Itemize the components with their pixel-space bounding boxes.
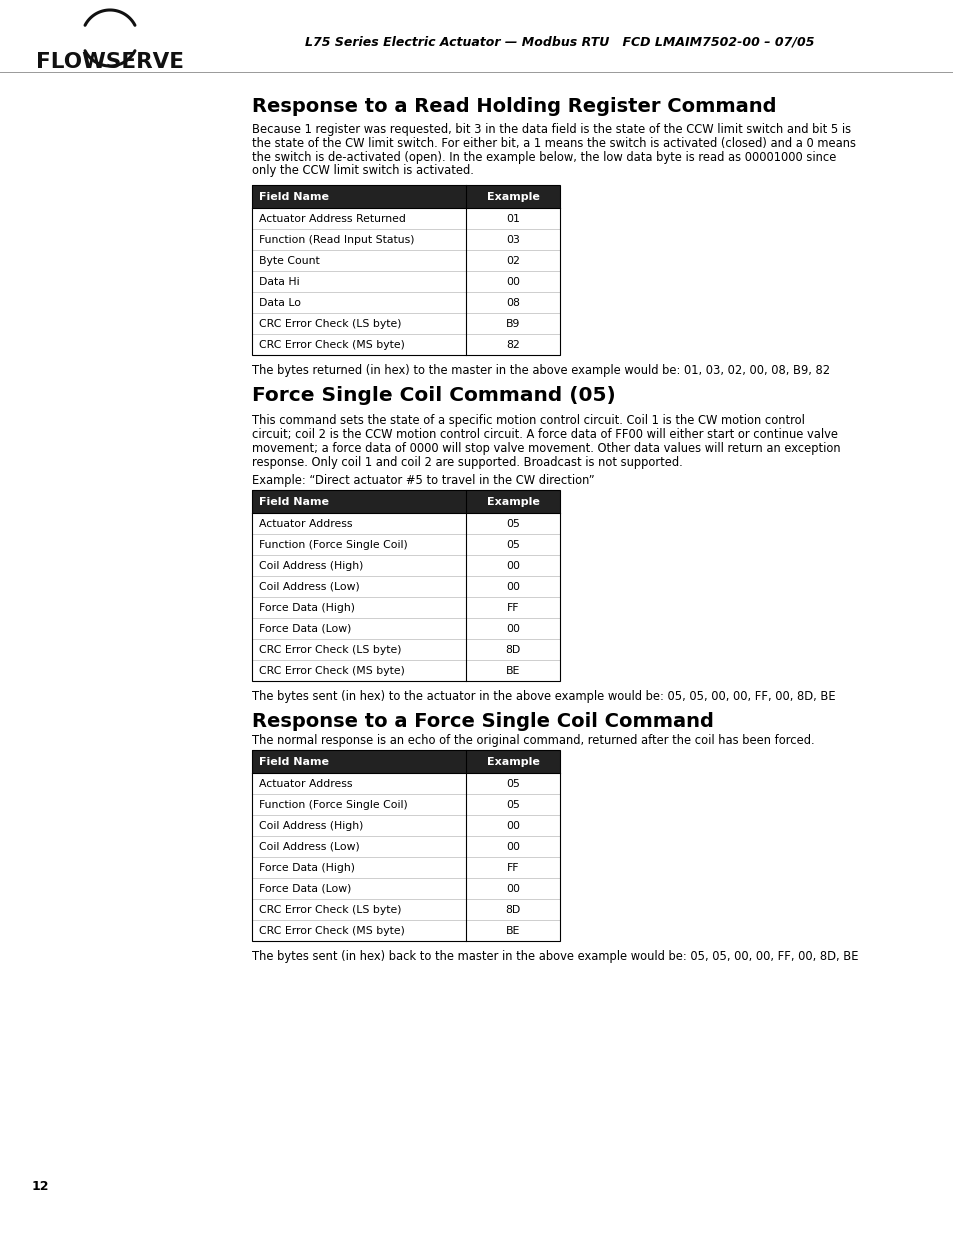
FancyBboxPatch shape	[252, 661, 559, 682]
Text: Data Lo: Data Lo	[258, 298, 301, 308]
Text: 00: 00	[505, 277, 519, 287]
Text: Field Name: Field Name	[258, 191, 329, 201]
FancyBboxPatch shape	[252, 514, 559, 535]
FancyBboxPatch shape	[252, 209, 559, 230]
FancyBboxPatch shape	[252, 535, 559, 556]
Text: FLOWSERVE: FLOWSERVE	[36, 52, 184, 72]
Text: Field Name: Field Name	[258, 757, 329, 767]
Text: Coil Address (Low): Coil Address (Low)	[258, 842, 359, 852]
FancyBboxPatch shape	[252, 773, 559, 794]
Text: Example: Example	[486, 191, 538, 201]
Text: The normal response is an echo of the original command, returned after the coil : The normal response is an echo of the or…	[252, 735, 814, 747]
Text: The bytes sent (in hex) back to the master in the above example would be: 05, 05: The bytes sent (in hex) back to the mast…	[252, 951, 858, 963]
Text: Byte Count: Byte Count	[258, 256, 319, 266]
Text: BE: BE	[505, 666, 519, 676]
Text: Response to a Force Single Coil Command: Response to a Force Single Coil Command	[252, 713, 713, 731]
Text: 00: 00	[505, 842, 519, 852]
FancyBboxPatch shape	[252, 815, 559, 836]
Text: 01: 01	[505, 214, 519, 224]
FancyBboxPatch shape	[252, 272, 559, 293]
FancyBboxPatch shape	[252, 794, 559, 815]
FancyBboxPatch shape	[252, 556, 559, 577]
Text: Function (Force Single Coil): Function (Force Single Coil)	[258, 540, 407, 550]
Text: 8D: 8D	[505, 905, 520, 915]
Text: only the CCW limit switch is activated.: only the CCW limit switch is activated.	[252, 164, 474, 178]
Text: CRC Error Check (MS byte): CRC Error Check (MS byte)	[258, 666, 404, 676]
FancyBboxPatch shape	[252, 230, 559, 251]
Text: CRC Error Check (LS byte): CRC Error Check (LS byte)	[258, 645, 401, 655]
Text: CRC Error Check (LS byte): CRC Error Check (LS byte)	[258, 905, 401, 915]
Text: Response to a Read Holding Register Command: Response to a Read Holding Register Comm…	[252, 98, 776, 116]
Text: Actuator Address Returned: Actuator Address Returned	[258, 214, 405, 224]
Text: the state of the CW limit switch. For either bit, a 1 means the switch is activa: the state of the CW limit switch. For ei…	[252, 137, 855, 149]
Text: L75 Series Electric Actuator — Modbus RTU   FCD LMAIM7502-00 – 07/05: L75 Series Electric Actuator — Modbus RT…	[305, 36, 814, 48]
Text: the switch is de-activated (open). In the example below, the low data byte is re: the switch is de-activated (open). In th…	[252, 151, 836, 163]
Text: 03: 03	[505, 235, 519, 245]
Text: 05: 05	[505, 519, 519, 529]
Text: 02: 02	[505, 256, 519, 266]
Text: Force Data (High): Force Data (High)	[258, 863, 355, 873]
Text: Coil Address (High): Coil Address (High)	[258, 561, 363, 571]
Text: Because 1 register was requested, bit 3 in the data field is the state of the CC: Because 1 register was requested, bit 3 …	[252, 124, 850, 136]
Text: FF: FF	[506, 863, 518, 873]
Text: 00: 00	[505, 884, 519, 894]
Text: Function (Read Input Status): Function (Read Input Status)	[258, 235, 414, 245]
FancyBboxPatch shape	[252, 878, 559, 899]
FancyBboxPatch shape	[252, 920, 559, 941]
Text: 8D: 8D	[505, 645, 520, 655]
FancyBboxPatch shape	[252, 836, 559, 857]
Text: 05: 05	[505, 779, 519, 789]
Text: This command sets the state of a specific motion control circuit. Coil 1 is the : This command sets the state of a specifi…	[252, 414, 804, 427]
Text: B9: B9	[505, 319, 519, 329]
Text: 00: 00	[505, 624, 519, 634]
Text: 00: 00	[505, 561, 519, 571]
Text: 05: 05	[505, 540, 519, 550]
FancyBboxPatch shape	[252, 293, 559, 314]
Text: Force Data (High): Force Data (High)	[258, 603, 355, 613]
Text: 05: 05	[505, 800, 519, 810]
Text: Coil Address (Low): Coil Address (Low)	[258, 582, 359, 592]
Text: Data Hi: Data Hi	[258, 277, 299, 287]
Text: BE: BE	[505, 926, 519, 936]
Text: movement; a force data of 0000 will stop valve movement. Other data values will : movement; a force data of 0000 will stop…	[252, 442, 840, 454]
FancyBboxPatch shape	[252, 490, 559, 514]
Text: CRC Error Check (MS byte): CRC Error Check (MS byte)	[258, 926, 404, 936]
Text: Example: “Direct actuator #5 to travel in the CW direction”: Example: “Direct actuator #5 to travel i…	[252, 474, 594, 488]
Text: Function (Force Single Coil): Function (Force Single Coil)	[258, 800, 407, 810]
Text: 00: 00	[505, 821, 519, 831]
FancyBboxPatch shape	[252, 857, 559, 878]
FancyBboxPatch shape	[252, 577, 559, 598]
FancyBboxPatch shape	[252, 598, 559, 619]
Text: Actuator Address: Actuator Address	[258, 779, 352, 789]
FancyBboxPatch shape	[252, 899, 559, 920]
Text: Force Data (Low): Force Data (Low)	[258, 884, 351, 894]
Text: Field Name: Field Name	[258, 496, 329, 506]
Text: Coil Address (High): Coil Address (High)	[258, 821, 363, 831]
Text: FF: FF	[506, 603, 518, 613]
FancyBboxPatch shape	[252, 314, 559, 335]
Text: Example: Example	[486, 496, 538, 506]
Text: 08: 08	[505, 298, 519, 308]
FancyBboxPatch shape	[252, 640, 559, 661]
Text: circuit; coil 2 is the CCW motion control circuit. A force data of FF00 will eit: circuit; coil 2 is the CCW motion contro…	[252, 429, 837, 441]
Text: CRC Error Check (LS byte): CRC Error Check (LS byte)	[258, 319, 401, 329]
Text: Force Single Coil Command (05): Force Single Coil Command (05)	[252, 387, 615, 405]
FancyBboxPatch shape	[252, 251, 559, 272]
Text: response. Only coil 1 and coil 2 are supported. Broadcast is not supported.: response. Only coil 1 and coil 2 are sup…	[252, 456, 682, 468]
Text: Force Data (Low): Force Data (Low)	[258, 624, 351, 634]
Text: 00: 00	[505, 582, 519, 592]
Text: Example: Example	[486, 757, 538, 767]
FancyBboxPatch shape	[252, 335, 559, 356]
FancyBboxPatch shape	[252, 751, 559, 773]
Text: CRC Error Check (MS byte): CRC Error Check (MS byte)	[258, 340, 404, 350]
Text: 12: 12	[32, 1181, 50, 1193]
Text: The bytes returned (in hex) to the master in the above example would be: 01, 03,: The bytes returned (in hex) to the maste…	[252, 364, 829, 377]
Text: The bytes sent (in hex) to the actuator in the above example would be: 05, 05, 0: The bytes sent (in hex) to the actuator …	[252, 690, 835, 704]
FancyBboxPatch shape	[252, 185, 559, 209]
Text: 82: 82	[506, 340, 519, 350]
FancyBboxPatch shape	[252, 619, 559, 640]
Text: Actuator Address: Actuator Address	[258, 519, 352, 529]
